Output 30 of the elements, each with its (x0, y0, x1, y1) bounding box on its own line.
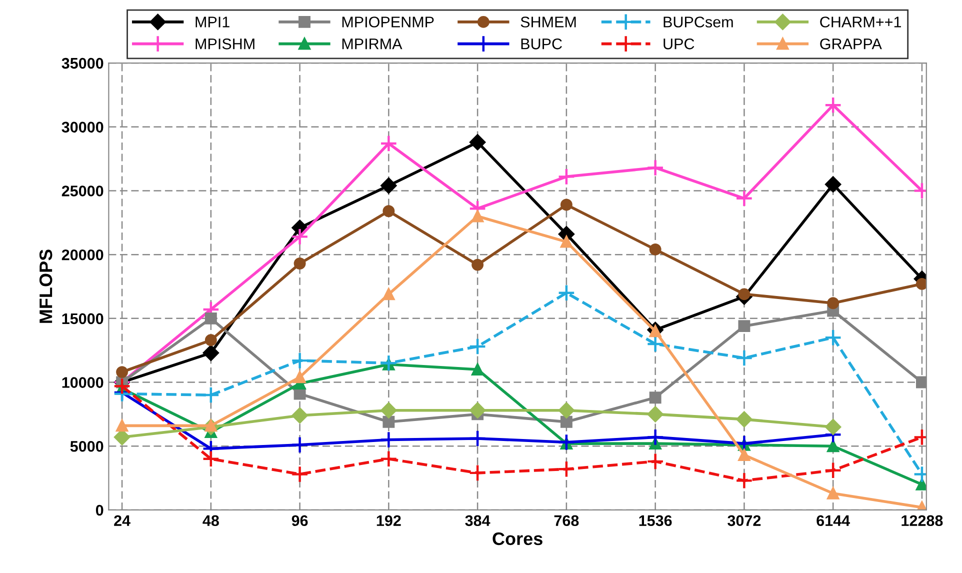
y-tick-label: 30000 (62, 122, 104, 133)
y-tick-label: 35000 (62, 58, 104, 69)
legend-label: MPIRMA (342, 38, 402, 50)
x-tick-label: 96 (292, 515, 308, 526)
legend-label: MPIOPENMP (342, 16, 434, 28)
x-tick-label: 1536 (639, 515, 672, 526)
x-tick-label: 24 (114, 515, 130, 526)
x-tick-label: 3072 (728, 515, 761, 526)
y-tick-label: 5000 (70, 440, 104, 452)
y-tick-label: 25000 (62, 186, 104, 196)
x-tick-label: 6144 (816, 515, 850, 526)
x-tick-label: 12288 (902, 515, 943, 526)
y-axis-title: MFLOPS (39, 250, 52, 323)
legend-label: BUPC (521, 38, 562, 50)
x-axis-title: Cores (492, 532, 542, 546)
legend-label: SHMEM (520, 16, 576, 28)
legend-label: UPC (664, 38, 694, 50)
y-tick-label: 10000 (62, 377, 104, 388)
y-tick-label: 20000 (62, 249, 104, 260)
x-tick-label: 192 (376, 515, 401, 526)
legend-label: GRAPPA (820, 38, 882, 50)
x-tick-label: 384 (465, 515, 490, 526)
x-tick-label: 48 (202, 515, 219, 526)
legend-label: BUPCsem (664, 16, 733, 28)
legend-label: MPISHM (196, 38, 254, 50)
legend-label: MPI1 (196, 16, 230, 28)
y-tick-label: 0 (96, 504, 104, 516)
y-tick-label: 15000 (62, 313, 104, 324)
x-tick-label: 768 (554, 515, 579, 526)
legend-label: CHARM++1 (820, 16, 901, 28)
